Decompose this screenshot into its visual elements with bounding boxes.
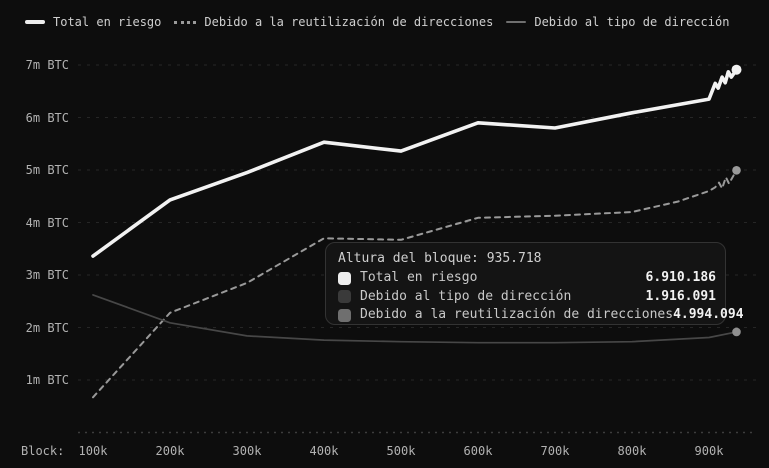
legend-item-type[interactable]: Debido al tipo de dirección	[506, 15, 729, 29]
series-line	[92, 294, 738, 344]
y-tick-label: 2m BTC	[25, 320, 69, 335]
legend-label: Debido a la reutilización de direcciones	[204, 15, 494, 29]
series-swatch-icon	[338, 271, 351, 285]
x-tick-label: 100k	[78, 444, 108, 458]
y-tick-label: 5m BTC	[25, 163, 69, 177]
tooltip-row-type: Debido al tipo de dirección 1.916.091	[338, 288, 716, 307]
tooltip-row-reuse: Debido a la reutilización de direcciones…	[338, 306, 744, 325]
legend-item-total[interactable]: Total en riesgo	[25, 15, 161, 29]
x-tick-label: 800k	[617, 444, 647, 458]
y-tick-label: 3m BTC	[25, 268, 69, 282]
x-tick-label: 700k	[540, 444, 570, 458]
y-tick-label: 7m BTC	[25, 58, 69, 72]
x-tick-label: 400k	[309, 444, 339, 458]
y-tick-label: 1m BTC	[25, 373, 69, 387]
x-tick-label: 300k	[232, 444, 262, 458]
tooltip-row-label: Total en riesgo	[360, 270, 478, 285]
x-tick-label: 200k	[155, 444, 185, 458]
tooltip-row-label: Debido al tipo de dirección	[360, 288, 572, 304]
y-tick-label: 4m BTC	[25, 215, 69, 230]
series-end-dot[interactable]	[732, 166, 741, 175]
legend: Total en riesgo Debido a la reutilizació…	[25, 14, 729, 30]
chart-tooltip: Altura del bloque: 935.718 Total en ries…	[325, 242, 744, 325]
legend-item-reuse[interactable]: Debido a la reutilización de direcciones	[174, 15, 493, 29]
series-swatch-icon	[338, 290, 351, 304]
tooltip-row-value: 6.910.186	[645, 270, 716, 285]
series-line	[91, 67, 739, 258]
x-axis-prefix: Block:	[21, 444, 65, 458]
x-tick-label: 900k	[694, 444, 724, 458]
series-swatch-icon	[338, 308, 351, 322]
series-line	[92, 169, 738, 399]
legend-label: Debido al tipo de dirección	[534, 15, 730, 29]
tooltip-row-value: 4.994.094	[673, 307, 744, 322]
tooltip-row-total: Total en riesgo 6.910.186	[338, 269, 716, 288]
series-end-dot[interactable]	[731, 64, 742, 75]
x-tick-label: 600k	[463, 444, 493, 458]
legend-label: Total en riesgo	[53, 15, 162, 29]
tooltip-row-label: Debido a la reutilización de direcciones	[360, 307, 674, 322]
solid-thin-line-icon	[506, 21, 527, 23]
solid-thick-line-icon	[25, 20, 45, 24]
tooltip-title: Altura del bloque: 935.718	[338, 251, 542, 266]
y-tick-label: 6m BTC	[25, 110, 69, 125]
dotted-line-icon	[174, 20, 197, 24]
series-end-dot[interactable]	[732, 327, 741, 337]
x-tick-label: 500k	[386, 444, 416, 458]
tooltip-row-value: 1.916.091	[645, 288, 716, 304]
